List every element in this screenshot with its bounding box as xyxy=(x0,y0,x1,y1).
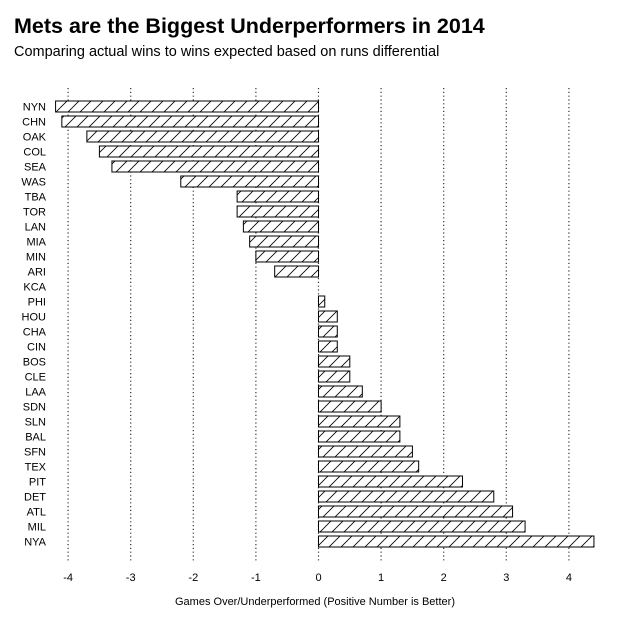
bar-oak xyxy=(86,130,319,143)
bars xyxy=(55,100,595,548)
x-tick-labels: -4 -3 -2 -1 0 1 2 3 4 xyxy=(63,572,572,584)
category-label: TOR xyxy=(23,207,46,219)
x-axis-title: Games Over/Underperformed (Positive Numb… xyxy=(175,596,455,608)
bar-min xyxy=(255,250,319,263)
bar-laa xyxy=(318,385,363,398)
bar-tex xyxy=(318,460,420,473)
category-label: BOS xyxy=(23,357,46,369)
category-label: SDN xyxy=(23,402,46,414)
category-label: COL xyxy=(23,147,46,159)
bar-cle xyxy=(318,370,351,383)
category-label: NYA xyxy=(24,537,46,549)
chart-subtitle: Comparing actual wins to wins expected b… xyxy=(14,44,440,60)
bar-was xyxy=(180,175,319,188)
x-tick-label: 0 xyxy=(315,572,321,584)
bar-mia xyxy=(249,235,319,248)
bar-col xyxy=(98,145,320,158)
bar-sea xyxy=(111,160,319,173)
x-tick-label: -4 xyxy=(63,572,73,584)
category-label: TEX xyxy=(25,462,47,474)
category-labels: NYN CHN OAK COL SEA WAS TBA TOR LAN MIA MIN ARI KCA P… xyxy=(21,102,46,549)
category-label: MIA xyxy=(26,237,46,249)
x-tick-label: -2 xyxy=(188,572,198,584)
bar-sln xyxy=(318,415,401,428)
category-label: KCA xyxy=(23,282,46,294)
bar-bal xyxy=(318,430,401,443)
chart-title: Mets are the Biggest Underperformers in … xyxy=(14,14,485,38)
category-label: SEA xyxy=(24,162,47,174)
x-tick-label: 1 xyxy=(378,572,384,584)
bar-pit xyxy=(318,475,463,488)
x-tick-label: 3 xyxy=(503,572,509,584)
category-label: SLN xyxy=(25,417,46,429)
category-label: TBA xyxy=(25,192,47,204)
category-label: HOU xyxy=(22,312,47,324)
bar-det xyxy=(318,490,495,503)
bar-nyn xyxy=(55,100,320,113)
x-tick-label: -3 xyxy=(126,572,136,584)
category-label: CHN xyxy=(22,117,46,129)
category-label: DET xyxy=(24,492,46,504)
bar-lan xyxy=(242,220,320,233)
category-label: MIL xyxy=(28,522,46,534)
category-label: ATL xyxy=(27,507,46,519)
bar-phi xyxy=(318,295,326,308)
category-label: CIN xyxy=(27,342,46,354)
category-label: LAA xyxy=(25,387,46,399)
category-label: CHA xyxy=(23,327,47,339)
category-label: WAS xyxy=(21,177,46,189)
x-tick-label: 4 xyxy=(566,572,572,584)
bar-nya xyxy=(318,535,595,548)
bar-sdn xyxy=(318,400,382,413)
category-label: MIN xyxy=(26,252,46,264)
bar-mil xyxy=(318,520,526,533)
bar-bos xyxy=(318,355,351,368)
bar-sfn xyxy=(318,445,413,458)
category-label: OAK xyxy=(23,132,47,144)
bar-tba xyxy=(236,190,319,203)
category-label: BAL xyxy=(25,432,46,444)
category-label: CLE xyxy=(25,372,46,384)
x-tick-label: 2 xyxy=(441,572,447,584)
bar-ari xyxy=(274,265,319,278)
category-label: LAN xyxy=(25,222,46,234)
category-label: PIT xyxy=(29,477,46,489)
bar-tor xyxy=(236,205,319,218)
bar-cin xyxy=(318,340,338,353)
category-label: NYN xyxy=(23,102,46,114)
category-label: PHI xyxy=(28,297,46,309)
bar-atl xyxy=(318,505,514,518)
x-tick-label: -1 xyxy=(251,572,261,584)
bar-cha xyxy=(318,325,338,338)
category-label: ARI xyxy=(28,267,46,279)
bar-hou xyxy=(318,310,338,323)
bar-chn xyxy=(61,115,320,128)
category-label: SFN xyxy=(24,447,46,459)
